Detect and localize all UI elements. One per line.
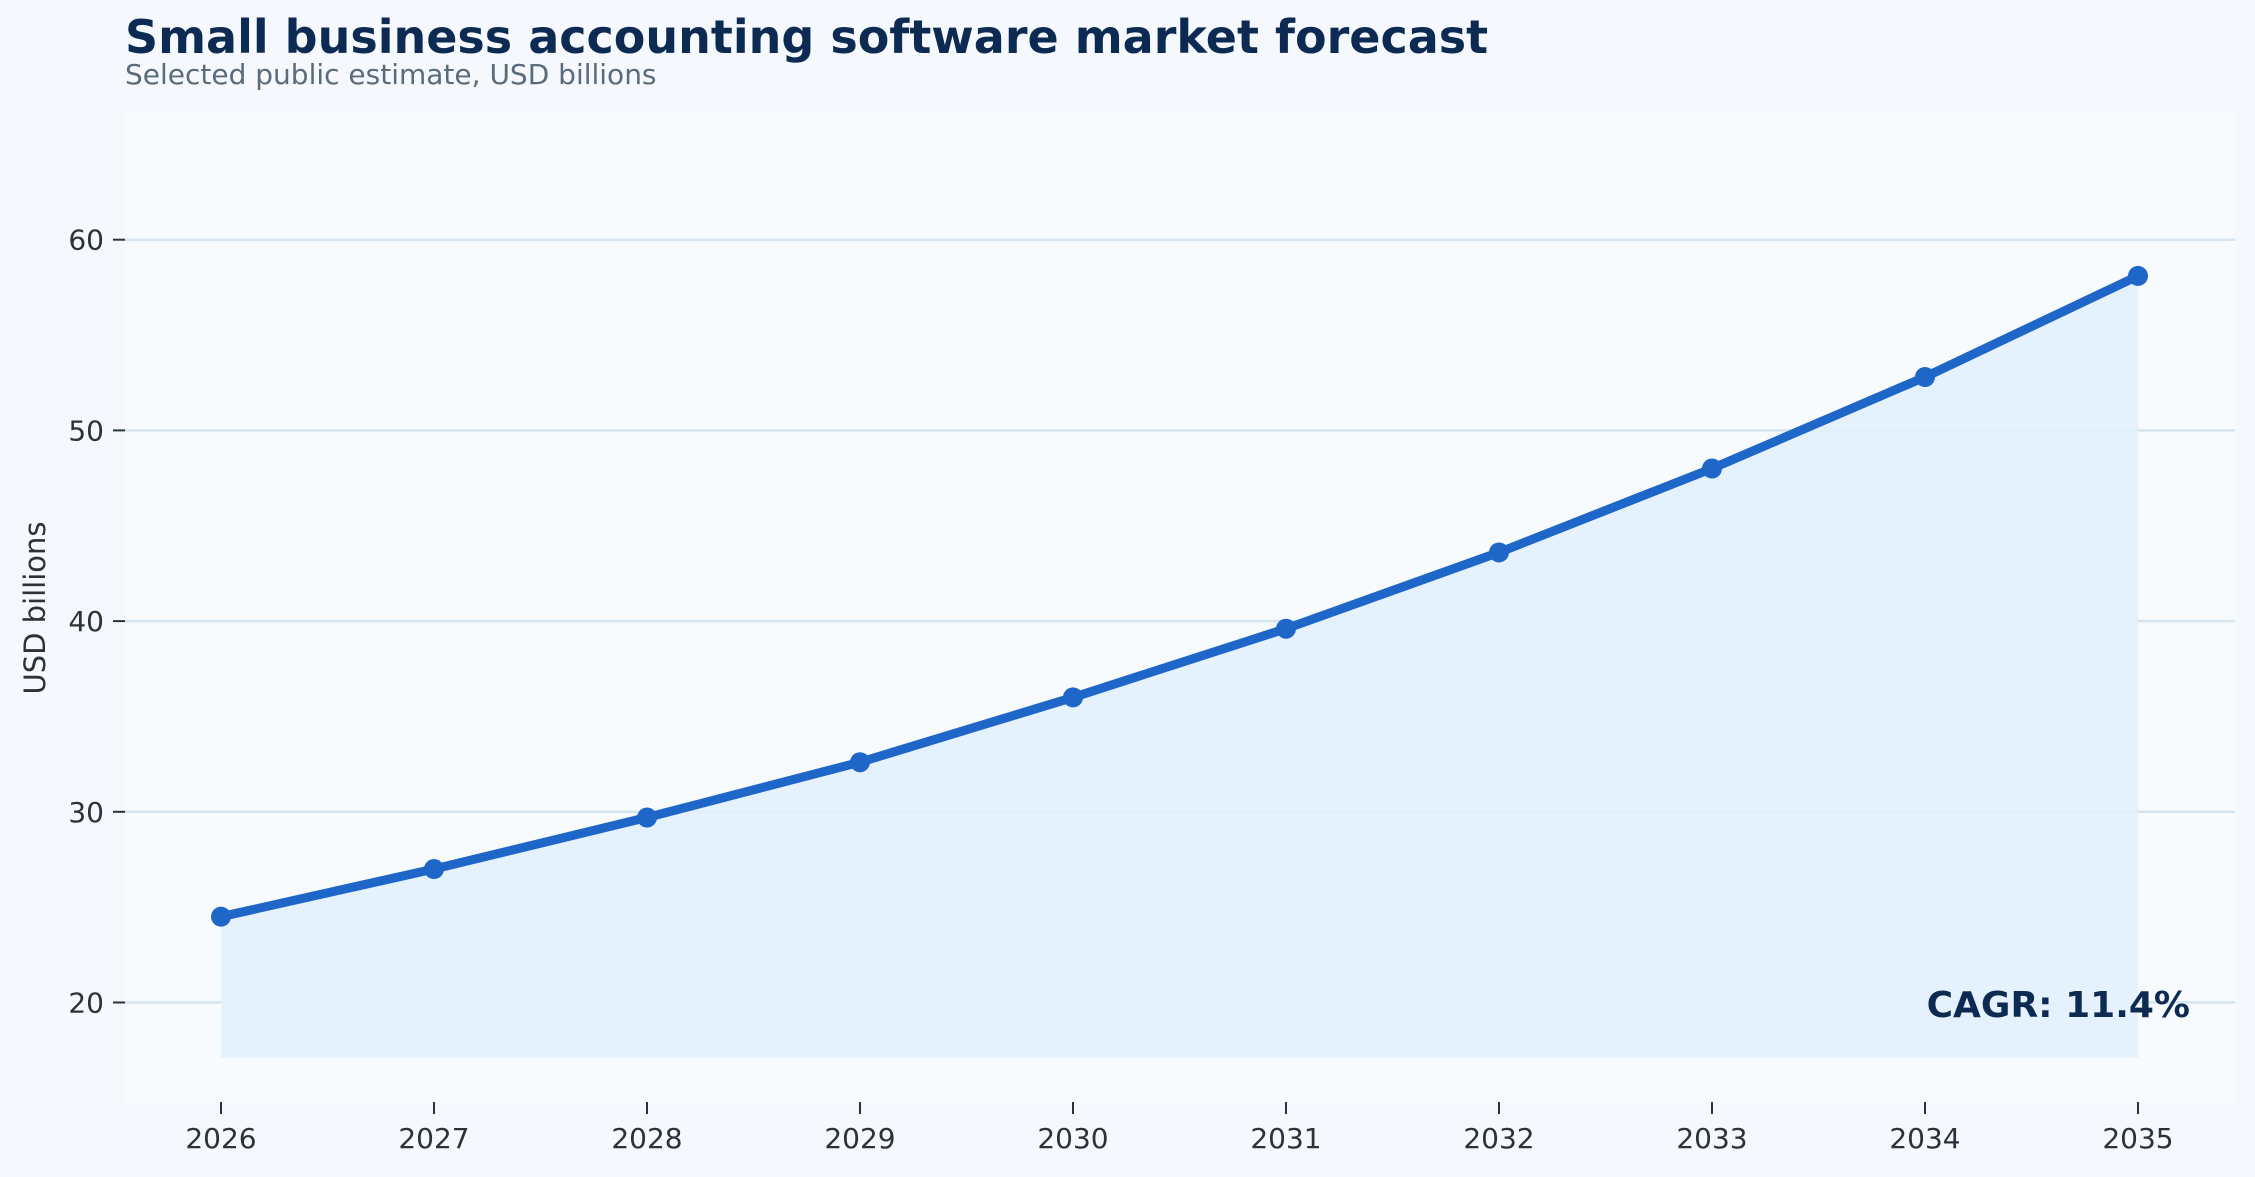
data-point-2032 (1489, 542, 1509, 563)
y-axis-label: USD billions (18, 521, 52, 694)
y-tick-label-20: 20 (68, 987, 104, 1020)
x-tick-label-2029: 2029 (824, 1122, 895, 1155)
data-point-2029 (850, 752, 870, 773)
y-tick-label-60: 60 (68, 224, 104, 257)
data-point-2026 (211, 906, 231, 927)
x-axis: 2026 2027 2028 2029 2030 2031 2032 2033 2034 2035 (185, 1102, 2174, 1155)
x-tick-label-2032: 2032 (1463, 1122, 1534, 1155)
x-tick-label-2027: 2027 (398, 1122, 469, 1155)
chart-title: Small business accounting software marke… (125, 10, 1489, 64)
y-axis: 20 30 40 50 60 (68, 224, 125, 1020)
data-point-2030 (1063, 687, 1083, 708)
data-point-2033 (1702, 458, 1722, 479)
data-points (211, 265, 2148, 927)
x-tick-label-2028: 2028 (611, 1122, 682, 1155)
y-tick-label-40: 40 (68, 605, 104, 638)
x-tick-label-2035: 2035 (2102, 1122, 2173, 1155)
x-tick-label-2030: 2030 (1037, 1122, 1108, 1155)
data-point-2035 (2128, 265, 2148, 286)
x-tick-label-2026: 2026 (185, 1122, 256, 1155)
x-tick-label-2031: 2031 (1250, 1122, 1321, 1155)
y-tick-label-30: 30 (68, 796, 104, 829)
x-tick-label-2034: 2034 (1889, 1122, 1960, 1155)
data-point-2027 (424, 859, 444, 880)
series-line (216, 271, 2143, 922)
data-point-2031 (1276, 618, 1296, 639)
y-tick-label-50: 50 (68, 414, 104, 447)
chart-subtitle: Selected public estimate, USD billions (125, 58, 657, 91)
data-point-2028 (637, 807, 657, 828)
cagr-annotation: CAGR: 11.4% (1927, 985, 2190, 1026)
data-point-2034 (1915, 367, 1935, 388)
x-tick-label-2033: 2033 (1676, 1122, 1747, 1155)
